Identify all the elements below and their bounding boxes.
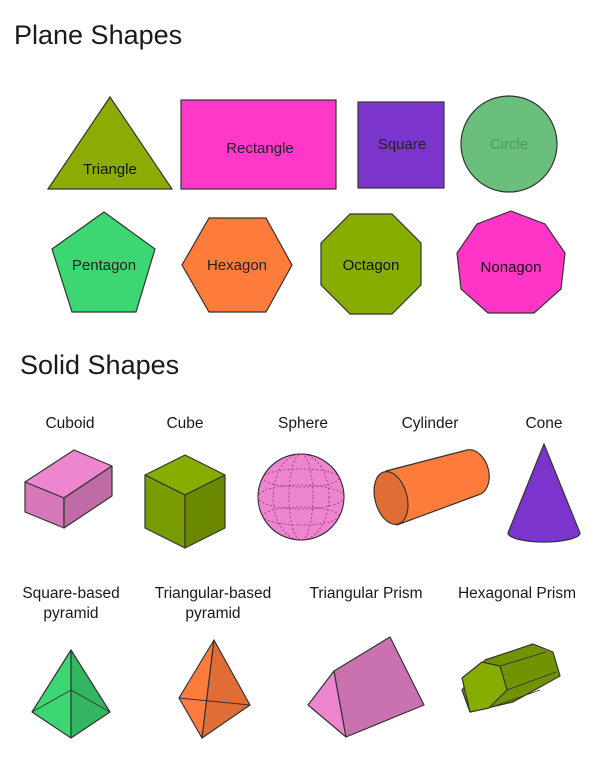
octagon-shape [320, 213, 422, 315]
circle-shape [460, 95, 558, 193]
rectangle-label: Rectangle [226, 140, 294, 157]
cuboid-solid [24, 449, 113, 529]
cylinder-label: Cylinder [401, 415, 459, 432]
triangular-prism-solid [307, 636, 425, 738]
cone-label: Cone [525, 415, 563, 432]
nonagon-label: Nonagon [481, 259, 542, 276]
sphere-solid [257, 453, 345, 541]
pentagon-shape [51, 211, 156, 313]
square-shape [357, 101, 445, 189]
cone-solid [507, 442, 581, 543]
nonagon-shape [456, 210, 566, 314]
square-based-pyramid-label: Square-based pyramid [10, 584, 132, 624]
cube-solid [144, 454, 226, 549]
hexagonal-prism-label: Hexagonal Prism [457, 585, 577, 602]
circle-label: Circle [490, 136, 528, 153]
cuboid-label: Cuboid [45, 415, 95, 432]
hexagon-label: Hexagon [207, 257, 267, 274]
triangular-based-pyramid-label-line1: Triangular-based [154, 585, 272, 602]
plane-shapes-heading: Plane Shapes [14, 20, 183, 50]
cube-label: Cube [166, 415, 204, 432]
square-based-pyramid-label-line1: Square-based [22, 585, 120, 602]
pentagon-label: Pentagon [72, 257, 136, 274]
rectangle-shape [180, 99, 337, 190]
octagon-label: Octagon [343, 257, 400, 274]
solid-shapes-heading: Solid Shapes [20, 350, 180, 380]
triangular-based-pyramid-label: Triangular-based pyramid [140, 584, 286, 624]
square-label: Square [378, 136, 426, 153]
triangular-based-pyramid-solid [178, 639, 251, 739]
triangular-prism-label: Triangular Prism [309, 585, 423, 602]
cylinder-solid [373, 449, 490, 526]
triangle-shape [46, 95, 174, 190]
hexagonal-prism-solid [461, 643, 561, 713]
triangle-label: Triangle [83, 161, 137, 178]
square-based-pyramid-label-line2: pyramid [43, 605, 99, 622]
square-based-pyramid-solid [31, 649, 111, 739]
sphere-label: Sphere [278, 415, 328, 432]
triangular-based-pyramid-label-line2: pyramid [185, 605, 241, 622]
hexagon-shape [181, 217, 293, 313]
